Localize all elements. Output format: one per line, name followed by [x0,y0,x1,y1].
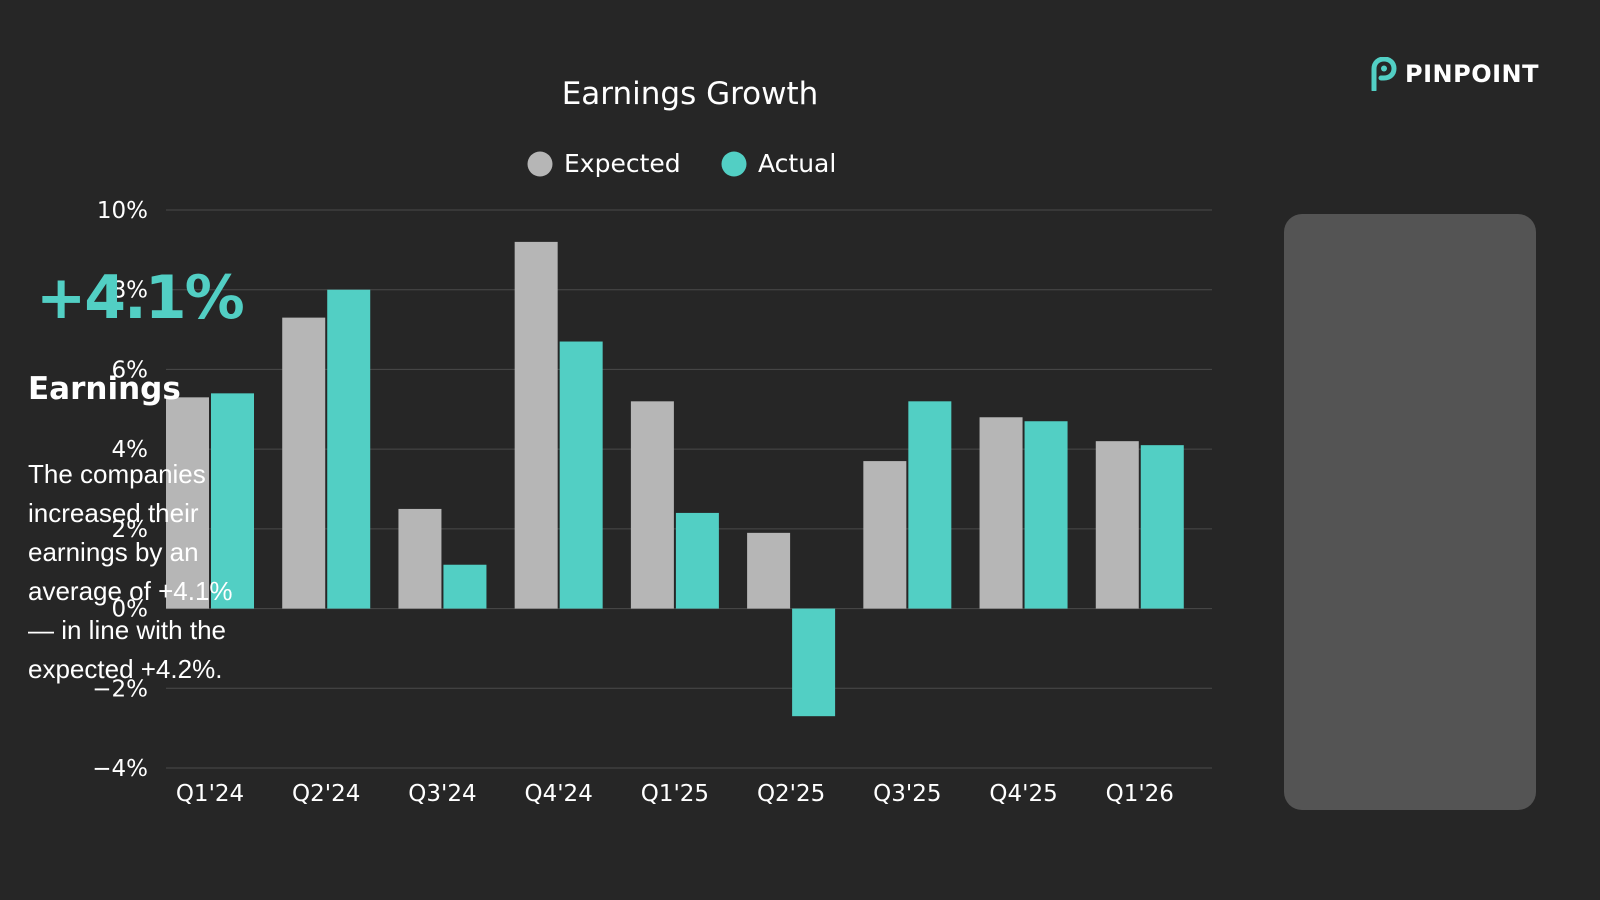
bar-actual-3 [559,341,603,609]
x-tick-label: Q3'25 [873,781,941,807]
bar-expected-2 [398,508,442,609]
bar-actual-0 [211,393,254,609]
bar-expected-4 [630,401,674,609]
brand-logo: PINPOINT [1371,56,1539,92]
bar-actual-2 [443,564,487,609]
bar-actual-4 [675,512,719,609]
bar-expected-6 [863,461,907,609]
brand-name: PINPOINT [1405,60,1539,88]
summary-value: +4.1% [36,263,245,333]
x-tick-label: Q2'24 [292,781,360,807]
y-tick-label: 4% [112,437,149,463]
summary-text: The companies increased their earnings b… [28,459,233,684]
x-tick-label: Q1'25 [641,781,709,807]
bar-actual-8 [1140,445,1184,609]
x-tick-label: Q1'26 [1106,781,1174,807]
y-tick-label: 6% [112,357,149,383]
bar-actual-7 [1024,421,1068,609]
bar-expected-5 [747,532,791,609]
x-tick-label: Q4'25 [989,781,1057,807]
legend-label-actual: Actual [758,149,836,178]
x-axis-ticks: Q1'24 Q2'24 Q3'24 Q4'24 Q1'25 Q2'25 Q3'25 Q4'25… [176,781,1174,807]
pinpoint-logo-icon [1371,57,1397,91]
bar-expected-1 [282,317,326,609]
x-tick-label: Q3'24 [408,781,476,807]
bar-actual-1 [327,289,371,609]
legend-marker-expected [527,151,553,177]
x-tick-label: Q4'24 [525,781,593,807]
y-tick-label: 0% [112,597,149,623]
chart-bars [166,241,1184,717]
bar-expected-3 [514,241,558,609]
y-tick-label: −2% [92,676,148,702]
y-tick-label: 10% [97,198,148,224]
summary-card [1284,214,1536,810]
y-tick-label: −4% [92,756,148,782]
bar-expected-7 [979,417,1023,609]
chart-legend: Expected Actual [527,149,836,178]
bar-expected-8 [1095,441,1139,609]
x-tick-label: Q2'25 [757,781,825,807]
bar-actual-5 [792,608,836,717]
legend-marker-actual [721,151,747,177]
y-tick-label: 2% [112,517,149,543]
chart-title: Earnings Growth [562,76,819,112]
summary-title: Earnings [28,371,181,407]
y-axis-ticks: 10% 8% 6% 4% 2% 0% −2% −4% [92,198,148,782]
legend-label-expected: Expected [564,149,681,178]
earnings-growth-chart: Earnings Growth Expected Actual 10% 8% 6% 4%… [92,76,1212,807]
bar-actual-6 [908,401,952,609]
bar-expected-0 [166,397,209,609]
x-tick-label: Q1'24 [176,781,244,807]
y-tick-label: 8% [112,278,149,304]
